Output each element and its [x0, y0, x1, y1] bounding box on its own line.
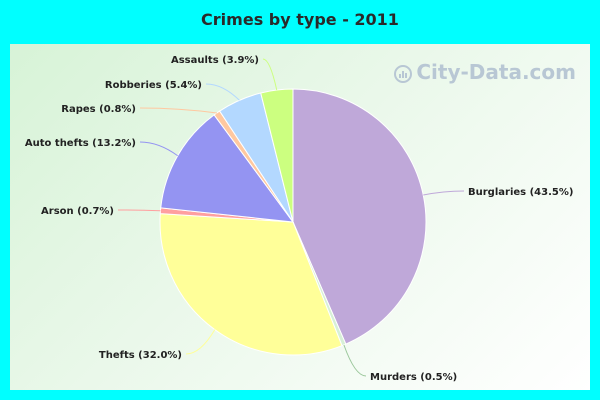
leader-line-arson: [117, 209, 161, 212]
slice-label-murders: Murders (0.5%): [370, 372, 457, 383]
leader-line-robberies: [205, 83, 240, 101]
watermark-text: City-Data.com: [416, 60, 576, 84]
slice-label-auto-thefts: Auto thefts (13.2%): [25, 138, 136, 149]
slice-label-thefts: Thefts (32.0%): [99, 350, 182, 361]
slice-label-burglaries: Burglaries (43.5%): [468, 187, 573, 198]
leader-line-assaults: [262, 58, 278, 91]
leader-line-rapes: [139, 107, 217, 114]
leader-line-murders: [343, 344, 367, 377]
slice-label-arson: Arson (0.7%): [41, 206, 114, 217]
pie-chart: Burglaries (43.5%) Murders (0.5%) Thefts (…: [25, 55, 574, 383]
city-data-logo-icon: [394, 64, 413, 83]
watermark: City-Data.com: [394, 60, 576, 84]
leader-line-thefts: [185, 329, 216, 355]
slice-label-rapes: Rapes (0.8%): [61, 104, 136, 115]
pie-slice-auto-thefts: [160, 114, 295, 223]
pie-slice-burglaries: [292, 88, 427, 345]
leader-line-burglaries: [423, 190, 465, 196]
slice-label-assaults: Assaults (3.9%): [171, 55, 259, 66]
chart-title: Crimes by type - 2011: [201, 10, 399, 29]
slice-label-robberies: Robberies (5.4%): [105, 80, 202, 91]
leader-line-auto-thefts: [139, 141, 178, 157]
